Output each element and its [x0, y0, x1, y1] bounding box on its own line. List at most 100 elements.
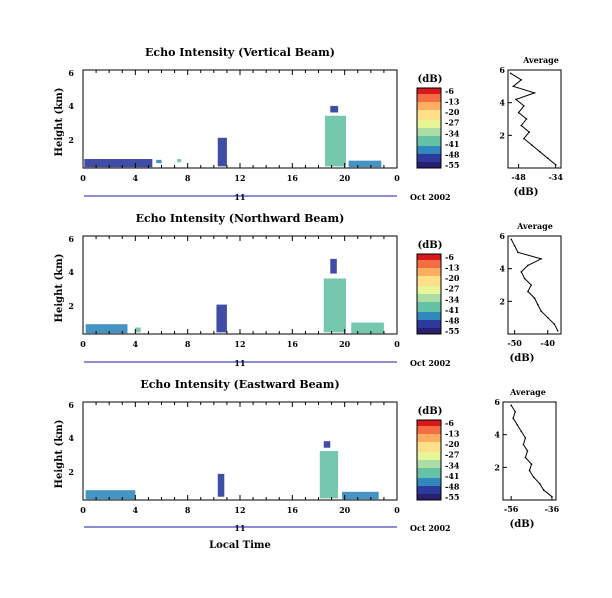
- x-tick-label: 8: [185, 173, 191, 183]
- colorbar-swatch: [417, 150, 441, 153]
- profile-point: [538, 482, 541, 485]
- colorbar-tick-label: -48: [445, 315, 460, 325]
- day-label: 11: [234, 192, 245, 202]
- colorbar-swatch: [417, 458, 441, 461]
- colorbar-swatch: [417, 498, 441, 501]
- heatmap-layer: [85, 441, 379, 500]
- colorbar-swatch: [417, 116, 441, 119]
- plot-frame: [82, 69, 398, 169]
- colorbar-swatch: [417, 262, 441, 265]
- colorbar-swatch: [417, 466, 441, 469]
- profile-point: [546, 157, 549, 159]
- echo-cell: [217, 473, 225, 497]
- x-tick-label: 0: [394, 505, 400, 515]
- profile-y-tick-label: 2: [499, 130, 505, 140]
- y-ticks: 2 4 6: [68, 68, 74, 145]
- x-tick-label: 16: [287, 173, 299, 183]
- colorbar-swatch: [417, 426, 441, 429]
- day-label: 11: [234, 358, 245, 368]
- colorbar-swatch: [417, 478, 441, 481]
- colorbar-swatch: [417, 90, 441, 93]
- x-tick-label: 0: [394, 173, 400, 183]
- profile-point: [540, 310, 542, 312]
- echo-cell: [177, 159, 182, 163]
- profile-point: [517, 111, 520, 114]
- colorbar-swatch: [417, 136, 441, 139]
- colorbar: -6-13-20-27-34-41-48-55: [416, 418, 460, 502]
- colorbar-swatch: [417, 442, 441, 445]
- colorbar-swatch: [417, 88, 441, 91]
- echo-cell: [84, 159, 153, 168]
- colorbar-swatch: [417, 280, 441, 283]
- y-tick-label: 6: [68, 400, 74, 410]
- colorbar-swatch: [417, 440, 441, 443]
- colorbar-swatch: [417, 312, 441, 315]
- colorbar-swatch: [417, 314, 441, 317]
- colorbar-swatch: [417, 94, 441, 97]
- y-axis-label: Height (km): [54, 254, 65, 323]
- colorbar-swatch: [417, 290, 441, 293]
- profile-point: [513, 245, 516, 247]
- colorbar-tick-label: -55: [445, 492, 459, 502]
- colorbar-tick-label: -27: [445, 284, 459, 294]
- y-tick-label: 2: [68, 301, 74, 311]
- x-tick-label: 20: [339, 173, 351, 183]
- colorbar-swatch: [417, 256, 441, 259]
- colorbar-tick-label: -34: [445, 128, 460, 138]
- profile-x-label: (dB): [510, 519, 535, 530]
- colorbar-swatch: [417, 154, 441, 157]
- colorbar-swatch: [417, 456, 441, 459]
- y-tick-label: 4: [68, 267, 74, 277]
- x-tick-label: 12: [234, 339, 245, 349]
- profile-x-label: (dB): [514, 187, 539, 198]
- colorbar-swatch: [417, 472, 441, 475]
- colorbar-swatch: [417, 268, 441, 271]
- colorbar-swatch: [417, 110, 441, 113]
- colorbar-swatch: [417, 434, 441, 437]
- x-tick-label: 4: [133, 173, 139, 183]
- panel-northward: Echo Intensity (Northward Beam) Height (…: [54, 212, 562, 368]
- colorbar-swatch: [417, 272, 441, 275]
- colorbar-tick-label: -6: [445, 86, 454, 96]
- echo-cell: [323, 441, 331, 448]
- y-tick-label: 2: [68, 135, 74, 145]
- colorbar-swatch: [417, 424, 441, 427]
- date-label: Oct 2002: [410, 358, 451, 368]
- colorbar-swatch: [417, 92, 441, 95]
- colorbar-swatch: [417, 100, 441, 103]
- profile-y-tick-label: 4: [499, 98, 505, 108]
- colorbar-swatch: [417, 160, 441, 163]
- y-axis-label: Height (km): [54, 420, 65, 489]
- colorbar-swatch: [417, 306, 441, 309]
- panel-title: Echo Intensity (Northward Beam): [136, 212, 345, 225]
- colorbar-swatch: [417, 436, 441, 439]
- colorbar-swatch: [417, 430, 441, 433]
- profile-point: [533, 92, 536, 94]
- colorbar-swatch: [417, 322, 441, 325]
- panel-title: Echo Intensity (Vertical Beam): [145, 46, 335, 59]
- x-tick-label: 12: [234, 505, 245, 515]
- colorbar-swatch: [417, 118, 441, 121]
- colorbar-swatch: [417, 258, 441, 261]
- colorbar-swatch: [417, 134, 441, 137]
- colorbar-swatch: [417, 300, 441, 303]
- x-tick-label: 20: [339, 505, 351, 515]
- profile-point: [526, 450, 529, 452]
- colorbar-swatch: [417, 448, 441, 451]
- heatmap-layer: [84, 105, 382, 168]
- colorbar-swatch: [417, 112, 441, 115]
- colorbar-swatch: [417, 126, 441, 129]
- x-tick-labels: 0 4 8 12 16 20 0: [80, 402, 400, 515]
- colorbar-tick-label: -6: [445, 252, 454, 262]
- colorbar: -6-13-20-27-34-41-48-55: [416, 252, 460, 336]
- colorbar-swatch: [417, 318, 441, 321]
- profile-point: [520, 430, 523, 433]
- colorbar-swatch: [417, 452, 441, 455]
- y-tick-label: 4: [68, 101, 74, 111]
- colorbar-swatch: [417, 260, 441, 263]
- x-tick-label: 4: [133, 339, 139, 349]
- profile-point: [546, 316, 549, 319]
- colorbar-swatch: [417, 480, 441, 483]
- echo-cell: [216, 304, 227, 333]
- colorbar-swatch: [417, 266, 441, 269]
